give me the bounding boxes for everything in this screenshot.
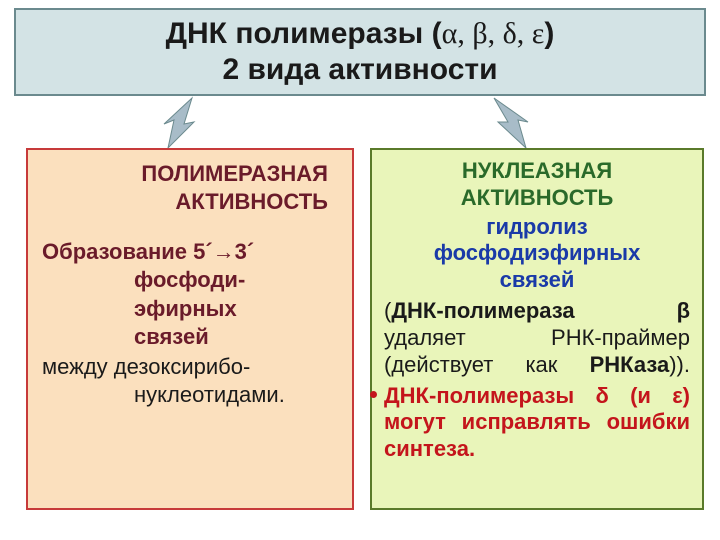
r-b1-t2: РНК-праймер [551,325,690,350]
arrow-left-icon [150,98,210,148]
right-body-2: ДНК-полимеразы δ (и ε) могут исправлять … [382,383,692,463]
right-sub-l3: связей [382,267,692,294]
r-b1-close: )). [669,352,690,377]
title-prefix: ДНК полимеразы ( [166,17,442,50]
left-b1-l1: Образование 5´→3´ [42,238,338,266]
left-b2-l2: нуклеотидами. [42,381,285,409]
left-heading: ПОЛИМЕРАЗНАЯ АКТИВНОСТЬ [42,160,338,216]
title-greek: α, β, δ, ε [442,17,545,50]
left-heading-l2: АКТИВНОСТЬ [42,188,328,216]
right-sub-l1: гидролиз [382,214,692,241]
r-b1-b1: ДНК-полимераза [391,298,574,323]
right-heading-l1: НУКЛЕАЗНАЯ [382,158,692,185]
left-b1-l3: эфирных [42,295,237,323]
title-suffix: ) [544,17,554,50]
r-b1-b2: β [677,298,690,323]
left-b1-l4: связей [42,323,209,351]
left-panel: ПОЛИМЕРАЗНАЯ АКТИВНОСТЬ Образование 5´→3… [26,148,354,510]
left-b1-l2: фосфоди- [42,266,245,294]
bullet-icon [370,391,377,398]
right-heading: НУКЛЕАЗНАЯ АКТИВНОСТЬ [382,158,692,212]
right-subheading: гидролиз фосфодиэфирных связей [382,214,692,294]
r-b1-t1: удаляет [384,325,466,350]
right-heading-l2: АКТИВНОСТЬ [382,185,692,212]
r-b1-t3: (действует как [384,352,590,377]
r-b1-b3: РНКаза [590,352,670,377]
title-line-1: ДНК полимеразы (α, β, δ, ε) [16,16,704,52]
r-b2-l2: могут исправлять ошибки [384,409,690,436]
arrow-right-icon [478,98,538,148]
r-b2-l1: ДНК-полимеразы δ (и ε) [384,383,690,410]
right-body-1: (ДНК-полимераза β удаляет РНК-праймер (д… [382,298,692,378]
left-body-2: между дезоксирибо- нуклеотидами. [42,353,338,409]
title-line-2: 2 вида активности [16,52,704,88]
left-heading-l1: ПОЛИМЕРАЗНАЯ [42,160,328,188]
right-sub-l2: фосфодиэфирных [382,240,692,267]
title-box: ДНК полимеразы (α, β, δ, ε) 2 вида актив… [14,8,706,96]
r-b2-l3: синтеза. [384,436,690,463]
left-b2-l1: между дезоксирибо- [42,353,338,381]
right-panel: НУКЛЕАЗНАЯ АКТИВНОСТЬ гидролиз фосфодиэф… [370,148,704,510]
left-body-1: Образование 5´→3´ фосфоди- эфирных связе… [42,238,338,351]
